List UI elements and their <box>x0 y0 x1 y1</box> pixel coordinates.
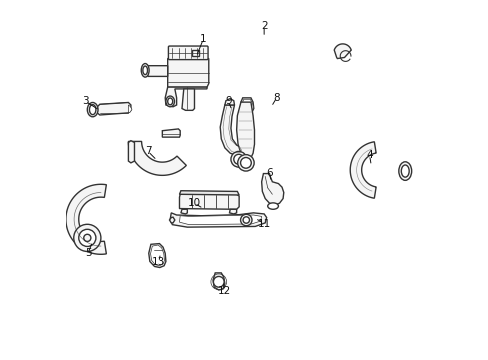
Polygon shape <box>213 273 224 290</box>
Circle shape <box>240 157 251 168</box>
Ellipse shape <box>89 105 96 114</box>
Text: 2: 2 <box>260 21 267 31</box>
Polygon shape <box>128 105 132 113</box>
Bar <box>192 50 198 56</box>
Polygon shape <box>179 191 239 195</box>
Polygon shape <box>162 129 180 137</box>
Polygon shape <box>349 142 375 198</box>
Polygon shape <box>170 213 266 227</box>
Text: 13: 13 <box>152 257 165 267</box>
Polygon shape <box>148 244 165 267</box>
Circle shape <box>233 154 244 164</box>
Polygon shape <box>229 209 236 214</box>
Polygon shape <box>150 245 164 266</box>
Ellipse shape <box>167 98 172 105</box>
Text: 12: 12 <box>218 286 231 296</box>
Polygon shape <box>128 141 134 163</box>
Text: 8: 8 <box>273 93 280 103</box>
FancyBboxPatch shape <box>168 46 207 60</box>
Polygon shape <box>261 174 283 205</box>
Text: 11: 11 <box>257 219 270 229</box>
Circle shape <box>74 224 101 251</box>
Polygon shape <box>96 103 131 115</box>
Polygon shape <box>181 209 187 214</box>
Circle shape <box>240 214 251 226</box>
Text: 9: 9 <box>224 96 231 107</box>
Polygon shape <box>220 105 244 155</box>
Polygon shape <box>224 99 234 105</box>
Circle shape <box>213 276 224 287</box>
Circle shape <box>237 155 254 171</box>
Polygon shape <box>182 89 194 111</box>
Polygon shape <box>89 107 95 113</box>
Ellipse shape <box>267 203 278 209</box>
Polygon shape <box>167 59 208 87</box>
Ellipse shape <box>87 103 98 117</box>
Polygon shape <box>242 99 253 113</box>
Polygon shape <box>128 141 186 175</box>
Ellipse shape <box>142 66 147 75</box>
Circle shape <box>230 152 246 167</box>
Text: 3: 3 <box>82 96 89 107</box>
Polygon shape <box>66 184 106 254</box>
Text: 6: 6 <box>265 168 272 178</box>
Polygon shape <box>241 98 253 114</box>
Circle shape <box>79 229 96 247</box>
Circle shape <box>83 234 91 242</box>
Ellipse shape <box>165 96 174 107</box>
Circle shape <box>243 217 249 223</box>
Ellipse shape <box>398 162 411 180</box>
Polygon shape <box>236 102 254 158</box>
Polygon shape <box>179 194 239 209</box>
Polygon shape <box>165 87 206 107</box>
Polygon shape <box>179 215 261 225</box>
Polygon shape <box>192 48 201 59</box>
Polygon shape <box>169 217 175 223</box>
Polygon shape <box>190 49 197 59</box>
Polygon shape <box>146 66 167 76</box>
Polygon shape <box>334 44 350 59</box>
Text: 5: 5 <box>84 248 91 258</box>
Text: 1: 1 <box>200 34 206 44</box>
Text: 4: 4 <box>366 150 372 160</box>
Text: 10: 10 <box>187 198 201 208</box>
Ellipse shape <box>141 64 149 77</box>
Ellipse shape <box>401 165 408 177</box>
Text: 7: 7 <box>144 147 151 157</box>
